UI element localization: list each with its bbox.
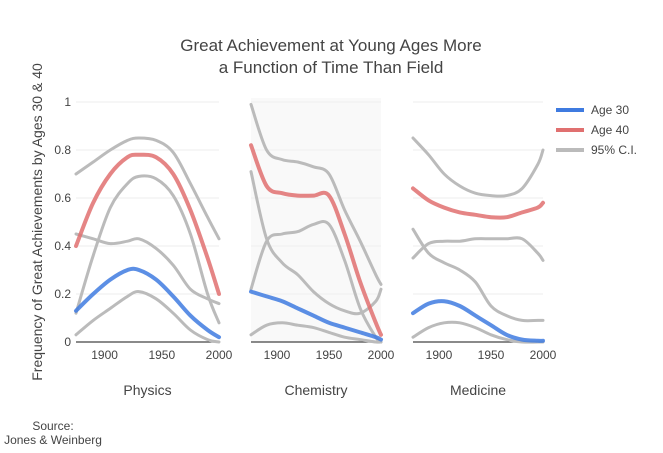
panel-physics: 1900 1950 2000 Physics [74,98,233,398]
x-tick-label: 1950 [478,348,505,362]
panel-chemistry: 1900 1950 2000 Chemistry [249,98,395,398]
age-30-line [411,299,545,343]
source-label: Source: [32,419,74,433]
x-tick-label: 2000 [530,348,557,362]
chart-title-line-1: Great Achievement at Young Ages More [180,36,481,55]
panel-background [251,98,381,342]
y-axis-label: Frequency of Great Achievements by Ages … [29,63,45,381]
age-30-line [249,289,383,342]
ci-age30-upper-line [411,227,545,323]
ci-age40-upper-line [249,102,383,286]
age-30-line [74,266,221,340]
legend-label: 95% C.I. [591,143,637,157]
age-40-line [74,152,221,296]
legend-item-95-c-i[interactable]: 95% C.I. [556,143,637,157]
ci-age40-upper-line [74,136,221,241]
legend-label: Age 30 [591,103,629,117]
y-tick-label: 0 [64,335,71,349]
age-40-line [411,186,545,220]
x-tick-label: 1900 [426,348,453,362]
chart-panels: 0 0.2 0.4 0.6 0.8 1 1900 1950 2000 Physics 1900 195… [54,95,556,398]
x-tick-label: 1950 [148,348,175,362]
ci-age40-lower-line [249,219,383,344]
y-tick-label: 0.4 [54,239,71,253]
source-note: Source: Jones & Weinberg [0,419,106,447]
chart-title-line-2: a Function of Time Than Field [219,58,444,77]
legend: Age 30 Age 40 95% C.I. [556,103,637,157]
panel-label-medicine: Medicine [450,382,506,398]
panel-medicine: 1900 1950 2000 Medicine [411,98,557,398]
ci-age30-upper-line [74,232,221,306]
y-tick-label: 1 [64,95,71,109]
ci-age40-lower-line [411,236,545,262]
age-40-line [249,143,383,337]
x-tick-label: 2000 [368,348,395,362]
legend-item-age-30[interactable]: Age 30 [556,103,629,117]
y-tick-label: 0.8 [54,143,71,157]
legend-item-age-40[interactable]: Age 40 [556,123,629,137]
x-tick-label: 1950 [316,348,343,362]
panel-background [413,98,543,342]
chart-title: Great Achievement at Young Ages More a F… [180,36,481,77]
ci-age30-lower-line [74,290,221,344]
y-tick-label: 0.6 [54,191,71,205]
x-tick-label: 1900 [264,348,291,362]
ci-age30-lower-line [249,321,383,344]
y-tick-label: 0.2 [54,287,71,301]
panel-background [76,98,219,342]
x-tick-label: 2000 [206,348,233,362]
x-tick-label: 1900 [91,348,118,362]
legend-label: Age 40 [591,123,629,137]
panel-label-chemistry: Chemistry [284,382,347,398]
panel-label-physics: Physics [123,382,171,398]
ci-age40-upper-line [411,136,545,198]
source-text: Jones & Weinberg [4,433,102,447]
ci-age40-lower-line [74,174,221,325]
